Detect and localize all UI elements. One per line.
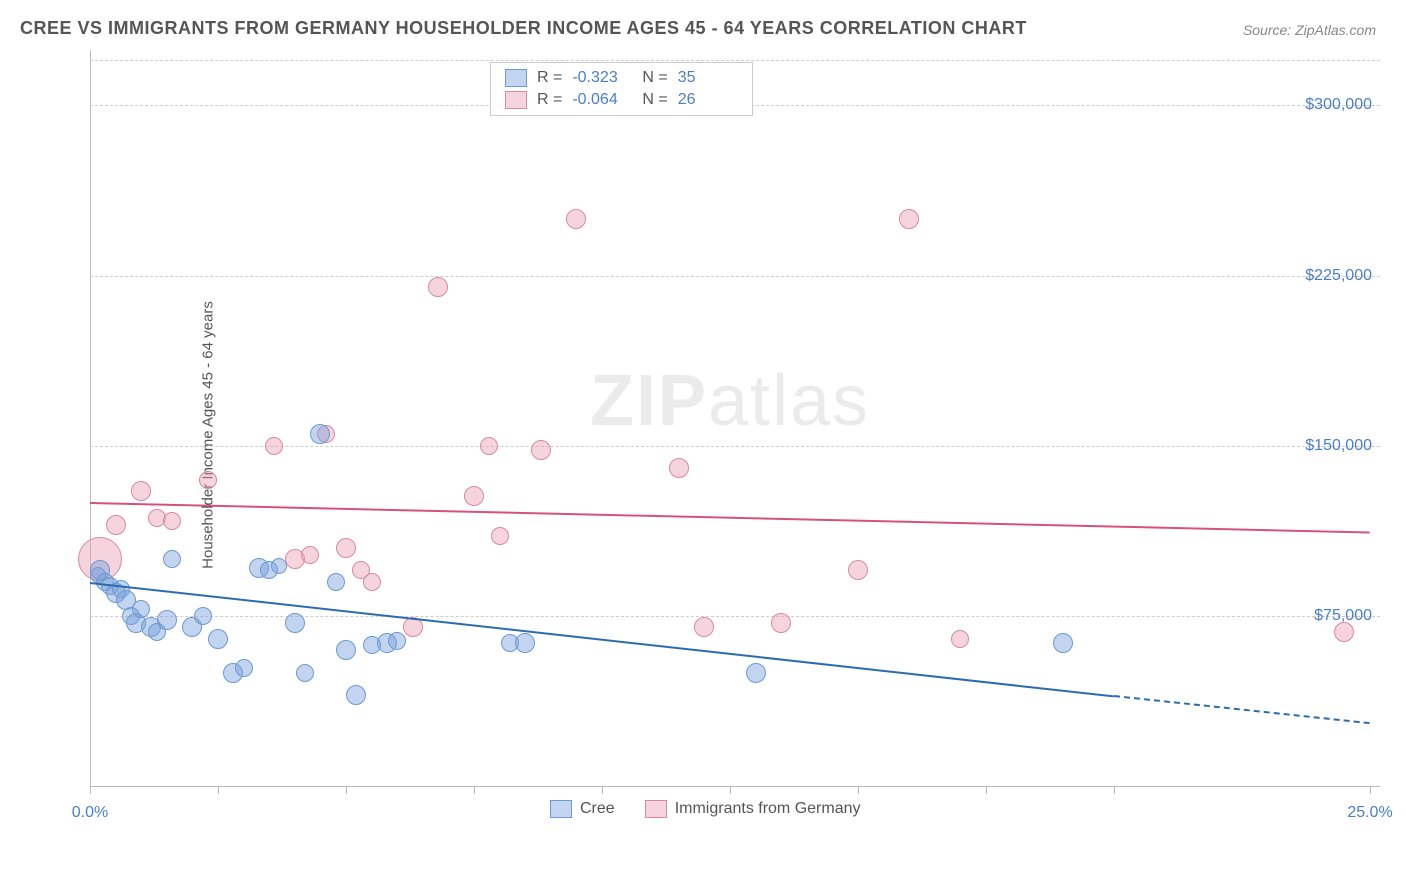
x-tick: [602, 786, 603, 794]
legend-row: R = -0.064 N = 26: [505, 91, 738, 109]
x-tick-label: 0.0%: [72, 804, 108, 822]
legend-label: Immigrants from Germany: [675, 800, 861, 818]
legend-item: Cree: [550, 800, 615, 818]
data-point-b: [1334, 622, 1354, 642]
data-point-a: [515, 633, 535, 653]
data-point-a: [310, 424, 330, 444]
data-point-b: [531, 440, 551, 460]
data-point-b: [899, 209, 919, 229]
x-tick: [986, 786, 987, 794]
data-point-a: [208, 629, 228, 649]
data-point-b: [480, 437, 498, 455]
x-tick: [218, 786, 219, 794]
legend-r-label: R =: [537, 69, 562, 87]
data-point-b: [848, 560, 868, 580]
data-point-b: [771, 613, 791, 633]
data-point-a: [746, 663, 766, 683]
data-point-a: [388, 632, 406, 650]
data-point-b: [363, 573, 381, 591]
watermark-zip: ZIP: [590, 361, 708, 441]
data-point-b: [265, 437, 283, 455]
data-point-a: [285, 613, 305, 633]
data-point-a: [163, 550, 181, 568]
legend-swatch: [505, 91, 527, 109]
watermark-atlas: atlas: [708, 361, 870, 441]
data-point-a: [90, 567, 106, 583]
x-tick: [730, 786, 731, 794]
data-point-b: [106, 515, 126, 535]
data-point-b: [428, 277, 448, 297]
legend-n-label: N =: [642, 69, 667, 87]
gridline: [90, 616, 1380, 617]
legend-n-value: 26: [678, 91, 738, 109]
legend-swatch: [550, 800, 572, 818]
data-point-b: [491, 527, 509, 545]
x-tick: [1114, 786, 1115, 794]
data-point-a: [235, 659, 253, 677]
correlation-legend: R = -0.323 N = 35 R = -0.064 N = 26: [490, 62, 753, 116]
x-tick-label: 25.0%: [1347, 804, 1392, 822]
legend-label: Cree: [580, 800, 615, 818]
y-tick-label: $225,000: [1305, 267, 1372, 285]
trend-line-b: [90, 502, 1370, 533]
data-point-a: [132, 600, 150, 618]
x-tick: [346, 786, 347, 794]
x-tick: [90, 786, 91, 794]
y-axis-line: [90, 50, 91, 786]
data-point-b: [336, 538, 356, 558]
data-point-a: [157, 610, 177, 630]
data-point-a: [271, 558, 287, 574]
x-tick: [474, 786, 475, 794]
y-tick-label: $300,000: [1305, 96, 1372, 114]
data-point-b: [199, 471, 217, 489]
legend-r-label: R =: [537, 91, 562, 109]
legend-r-value: -0.323: [572, 69, 632, 87]
data-point-b: [669, 458, 689, 478]
x-axis-line: [90, 786, 1380, 787]
y-tick-label: $150,000: [1305, 437, 1372, 455]
x-tick: [1370, 786, 1371, 794]
legend-row: R = -0.323 N = 35: [505, 69, 738, 87]
data-point-b: [464, 486, 484, 506]
series-legend: Cree Immigrants from Germany: [550, 800, 861, 818]
legend-r-value: -0.064: [572, 91, 632, 109]
data-point-a: [194, 607, 212, 625]
legend-n-label: N =: [642, 91, 667, 109]
gridline: [90, 60, 1380, 61]
data-point-b: [131, 481, 151, 501]
source-label: Source: ZipAtlas.com: [1243, 22, 1376, 38]
y-axis-label: Householder Income Ages 45 - 64 years: [199, 301, 216, 569]
legend-item: Immigrants from Germany: [645, 800, 861, 818]
data-point-b: [163, 512, 181, 530]
data-point-b: [951, 630, 969, 648]
data-point-b: [301, 546, 319, 564]
data-point-a: [296, 664, 314, 682]
legend-swatch: [645, 800, 667, 818]
data-point-a: [1053, 633, 1073, 653]
legend-n-value: 35: [678, 69, 738, 87]
plot-area: Householder Income Ages 45 - 64 years ZI…: [60, 50, 1380, 820]
trend-line-a-dash: [1114, 695, 1370, 724]
data-point-a: [327, 573, 345, 591]
gridline: [90, 446, 1380, 447]
data-point-b: [694, 617, 714, 637]
data-point-b: [566, 209, 586, 229]
gridline: [90, 276, 1380, 277]
legend-swatch: [505, 69, 527, 87]
x-tick: [858, 786, 859, 794]
watermark: ZIPatlas: [590, 360, 870, 442]
chart-title: CREE VS IMMIGRANTS FROM GERMANY HOUSEHOL…: [20, 18, 1027, 39]
data-point-a: [346, 685, 366, 705]
data-point-a: [336, 640, 356, 660]
